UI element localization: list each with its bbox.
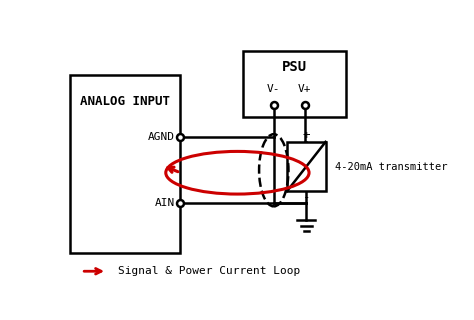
Text: AGND: AGND — [148, 132, 175, 142]
Text: -: - — [302, 191, 310, 204]
Text: Signal & Power Current Loop: Signal & Power Current Loop — [118, 266, 300, 276]
Text: +: + — [302, 129, 310, 142]
Bar — [70, 75, 181, 253]
Text: V-: V- — [267, 84, 281, 94]
Text: V+: V+ — [298, 84, 311, 94]
Bar — [287, 142, 326, 191]
Bar — [243, 51, 346, 117]
Text: 4-20mA transmitter: 4-20mA transmitter — [335, 162, 447, 172]
Text: PSU: PSU — [282, 60, 307, 74]
Text: AIN: AIN — [155, 198, 175, 208]
Text: ANALOG INPUT: ANALOG INPUT — [81, 95, 170, 108]
